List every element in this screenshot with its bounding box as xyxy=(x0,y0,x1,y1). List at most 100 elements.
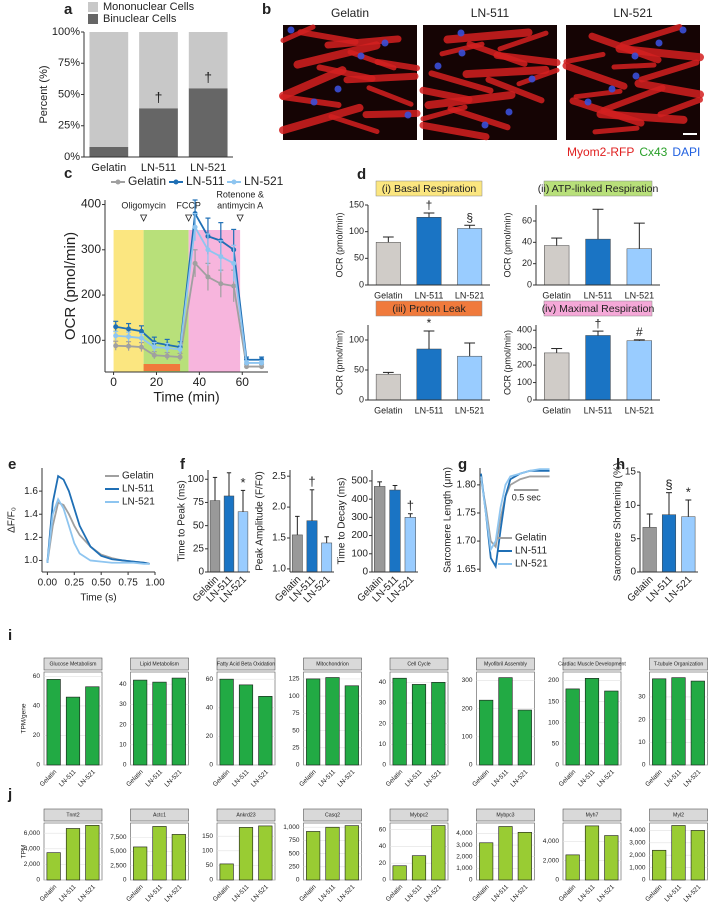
y-tick-label: 3,000 xyxy=(629,840,646,847)
y-tick-label: 1,000 xyxy=(283,824,300,831)
y-tick-label: 60 xyxy=(206,676,214,683)
micrograph-nucleus xyxy=(655,39,663,47)
micrograph-fiber xyxy=(343,72,419,84)
bar-segment xyxy=(188,88,228,157)
x-tick-label: LN-521 xyxy=(163,883,183,903)
y-tick-label: 50 xyxy=(206,862,214,869)
micrograph-nucleus xyxy=(631,52,639,60)
title-strip xyxy=(43,808,103,822)
x-tick-label: LN-511 xyxy=(663,768,683,788)
y-tick-label: 50 xyxy=(292,727,300,734)
title-strip xyxy=(43,657,103,671)
data-point xyxy=(151,344,157,350)
y-tick-label: 0 xyxy=(527,279,532,289)
title-background xyxy=(543,180,653,197)
y-tick-label: 0 xyxy=(123,877,127,884)
data-point xyxy=(164,353,170,359)
y-tick-label: 20 xyxy=(638,716,646,723)
bar xyxy=(652,678,667,766)
chart-title: Lipid Metabolism xyxy=(140,661,179,667)
x-tick-label: LN-511 xyxy=(58,768,78,788)
bar xyxy=(457,228,483,286)
y-tick-label: 2,000 xyxy=(24,861,41,868)
y-tick-label: 75 xyxy=(292,710,300,717)
data-point xyxy=(192,260,198,266)
data-point xyxy=(244,364,250,370)
bar xyxy=(258,825,273,881)
y-tick-label: 500 xyxy=(351,476,368,487)
bar xyxy=(238,684,254,766)
legend-label: LN-521 xyxy=(122,497,155,508)
data-point xyxy=(126,343,132,349)
x-tick-label: LN-511 xyxy=(58,883,78,903)
y-tick-label: 0 xyxy=(296,762,300,769)
significance-mark: * xyxy=(686,484,691,499)
y-axis-label: OCR (pmol/min) xyxy=(502,212,512,277)
y-axis-label: Sarcomere Shortening (%) xyxy=(613,463,624,581)
data-point xyxy=(138,344,144,350)
bar xyxy=(306,831,321,881)
y-tick-label: 30 xyxy=(119,701,127,708)
y-tick-label: 1,000 xyxy=(456,865,473,872)
x-tick-label: LN-511 xyxy=(141,162,176,174)
micrograph-nucleus xyxy=(334,85,342,93)
x-tick-label: LN-521 xyxy=(250,883,270,903)
y-axis-label: TPM/gene xyxy=(21,703,28,733)
y-tick-label: 2,000 xyxy=(456,853,473,860)
annotation-arrow xyxy=(184,214,193,222)
significance-mark: † xyxy=(407,498,414,513)
chart-title: Mybpc3 xyxy=(496,812,514,818)
bar xyxy=(690,830,705,881)
bar xyxy=(626,248,652,286)
y-axis-label: OCR (pmol/min) xyxy=(62,232,79,340)
y-tick-label: 2.5 xyxy=(272,471,286,482)
x-tick-label: Gelatin xyxy=(385,768,405,788)
bar xyxy=(652,849,667,881)
title-strip xyxy=(389,808,449,822)
data-point xyxy=(177,346,183,352)
micrograph-fiber xyxy=(619,24,683,48)
y-tick-label: 1,000 xyxy=(629,864,646,871)
x-tick-label: LN-511 xyxy=(663,883,683,903)
y-tick-label: 50 xyxy=(354,364,364,374)
y-tick-label: 500 xyxy=(289,850,300,857)
micrograph-nucleus xyxy=(528,75,536,83)
bar xyxy=(392,677,407,766)
panel-label: b xyxy=(262,1,271,18)
x-tick-label: Gelatin xyxy=(385,883,405,903)
title-strip xyxy=(130,808,189,822)
chart-title: Casq2 xyxy=(325,812,340,818)
x-tick-label: LN-521 xyxy=(625,290,655,300)
x-tick-label: LN-511 xyxy=(577,883,597,903)
x-tick-label: 0.75 xyxy=(118,578,138,589)
micrograph-nucleus xyxy=(404,111,412,119)
legend-label: Gelatin xyxy=(128,174,166,188)
x-tick-label: LN-511 xyxy=(231,768,251,788)
chart-title: Myofibril Assembly xyxy=(484,661,527,667)
chart-title: (iv) Maximal Respiration xyxy=(542,303,655,315)
data-point xyxy=(231,260,237,266)
bar-segment xyxy=(188,32,228,89)
significance-mark: † xyxy=(595,316,602,330)
legend-label: Gelatin xyxy=(515,533,547,544)
bar xyxy=(585,238,611,286)
bar xyxy=(374,486,386,573)
title-strip xyxy=(649,657,708,671)
y-tick-label: 2,000 xyxy=(629,852,646,859)
legend-label: LN-511 xyxy=(515,546,547,557)
title-background xyxy=(543,300,653,317)
y-tick-label: 750 xyxy=(289,837,300,844)
title-strip xyxy=(130,657,189,671)
x-tick-label: Gelatin xyxy=(644,768,664,788)
micrograph-fiber xyxy=(562,62,628,90)
channel-label: Myom2-RFP xyxy=(567,145,634,159)
x-tick-label: LN-511 xyxy=(584,290,613,300)
significance-mark: † xyxy=(204,69,212,85)
micrograph-fiber xyxy=(462,65,550,79)
y-tick-label: 200 xyxy=(351,530,368,541)
y-axis-label: Percent (%) xyxy=(38,65,50,123)
y-tick-label: 20 xyxy=(33,732,41,739)
bar xyxy=(404,517,416,573)
y-tick-label: 100 xyxy=(289,693,300,700)
y-tick-label: 150 xyxy=(349,199,364,209)
